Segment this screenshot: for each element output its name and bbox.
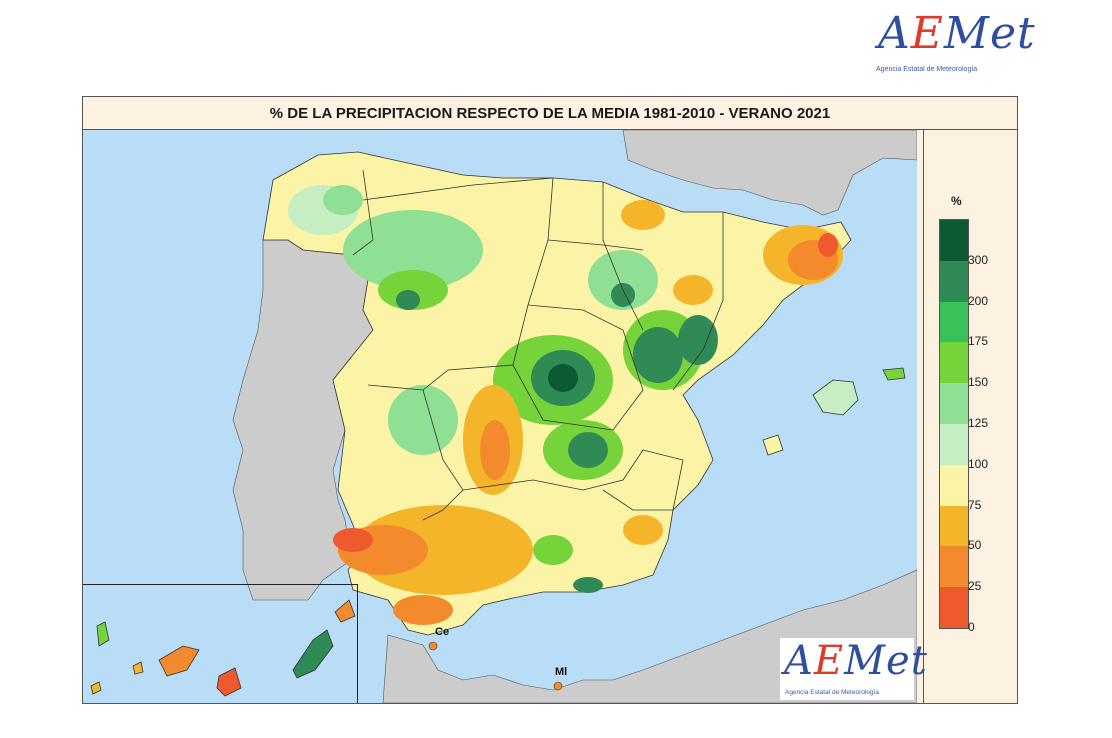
island-ibiza: [762, 434, 784, 456]
patch-darkgreen-leon: [396, 290, 420, 310]
map-frame: % DE LA PRECIPITACION RESPECTO DE LA MED…: [82, 96, 1018, 704]
patch-green-galicia-b: [323, 185, 363, 215]
melilla-dot: [553, 681, 563, 691]
patch-red-catalonia: [818, 233, 838, 257]
aemet-logo: AEMet Agencia Estatal de Meteorología: [868, 6, 1035, 80]
legend-swatch: [940, 587, 968, 628]
island-mallorca: [812, 379, 859, 416]
patch-orange-navarra: [621, 200, 665, 230]
patch-darkgreen-valencia: [678, 315, 718, 365]
legend-swatch: [940, 505, 968, 547]
legend-swatch: [940, 301, 968, 343]
logo-wordmark: AEMet: [878, 8, 1036, 59]
legend-tick-label: 125: [968, 416, 989, 430]
patch-green-castilla: [378, 270, 448, 310]
legend-colorbar: [939, 219, 969, 629]
france-landmass: [622, 130, 917, 216]
patch-green-light-north: [343, 210, 483, 290]
legend-tick-label: 25: [968, 579, 982, 594]
patch-green-aragon: [588, 250, 658, 310]
legend-swatch: [940, 342, 968, 384]
ceuta-label: Ce: [435, 626, 450, 638]
canary-islands: [90, 599, 356, 697]
ceuta-dot: [428, 641, 438, 651]
patch-red-huelva: [333, 528, 373, 552]
legend-swatch: [940, 464, 968, 506]
legend-tick-label: 300: [968, 252, 989, 267]
patch-darkgreen-east: [633, 327, 683, 383]
patch-darkgreen-almeria: [573, 577, 603, 593]
patch-orange-ebro: [673, 275, 713, 305]
logo-subtitle-map: Agencia Estatal de Meteorología: [785, 689, 879, 696]
legend-unit: %: [951, 194, 962, 208]
legend-tick-label: 0: [968, 620, 975, 634]
legend-tick-label: 200: [968, 293, 989, 308]
patch-darkgreen-aragon: [611, 283, 635, 307]
region-boundaries: [352, 169, 724, 521]
patch-vdarkgreen-center: [548, 364, 578, 392]
legend-tick-label: 50: [968, 538, 982, 553]
legend-tick-label: 150: [968, 375, 989, 390]
legend-swatch: [940, 423, 968, 465]
legend-tick-label: 175: [968, 334, 989, 349]
patch-dorange-central: [480, 420, 510, 480]
precip-patches: [288, 185, 843, 625]
island-menorca: [882, 367, 906, 381]
patch-green-extremadura: [388, 385, 458, 455]
patch-green-granada: [533, 535, 573, 565]
map-title: % DE LA PRECIPITACION RESPECTO DE LA MED…: [83, 97, 1017, 130]
legend-panel: % 300 200 175 150 125 100 75 50 25 0: [923, 130, 1018, 703]
legend-swatch: [940, 260, 968, 302]
patch-darkgreen-lamancha: [568, 432, 608, 468]
legend-swatch: [940, 546, 968, 588]
canary-inset: [83, 584, 358, 703]
melilla-label: Ml: [555, 666, 568, 678]
map-area: Ce Ml: [83, 130, 917, 703]
legend-swatch: [940, 383, 968, 424]
legend-tick-label: 75: [968, 497, 982, 512]
legend-tick-label: 100: [968, 456, 989, 471]
logo-wordmark-map: AEMet: [784, 638, 928, 684]
logo-subtitle: Agencia Estatal de Meteorología: [876, 66, 978, 73]
patch-orange-murcia: [623, 515, 663, 545]
patch-dorange-cadiz: [393, 595, 453, 625]
aemet-logo-map: AEMet Agencia Estatal de Meteorología: [780, 638, 927, 700]
legend-swatch: [940, 220, 968, 261]
